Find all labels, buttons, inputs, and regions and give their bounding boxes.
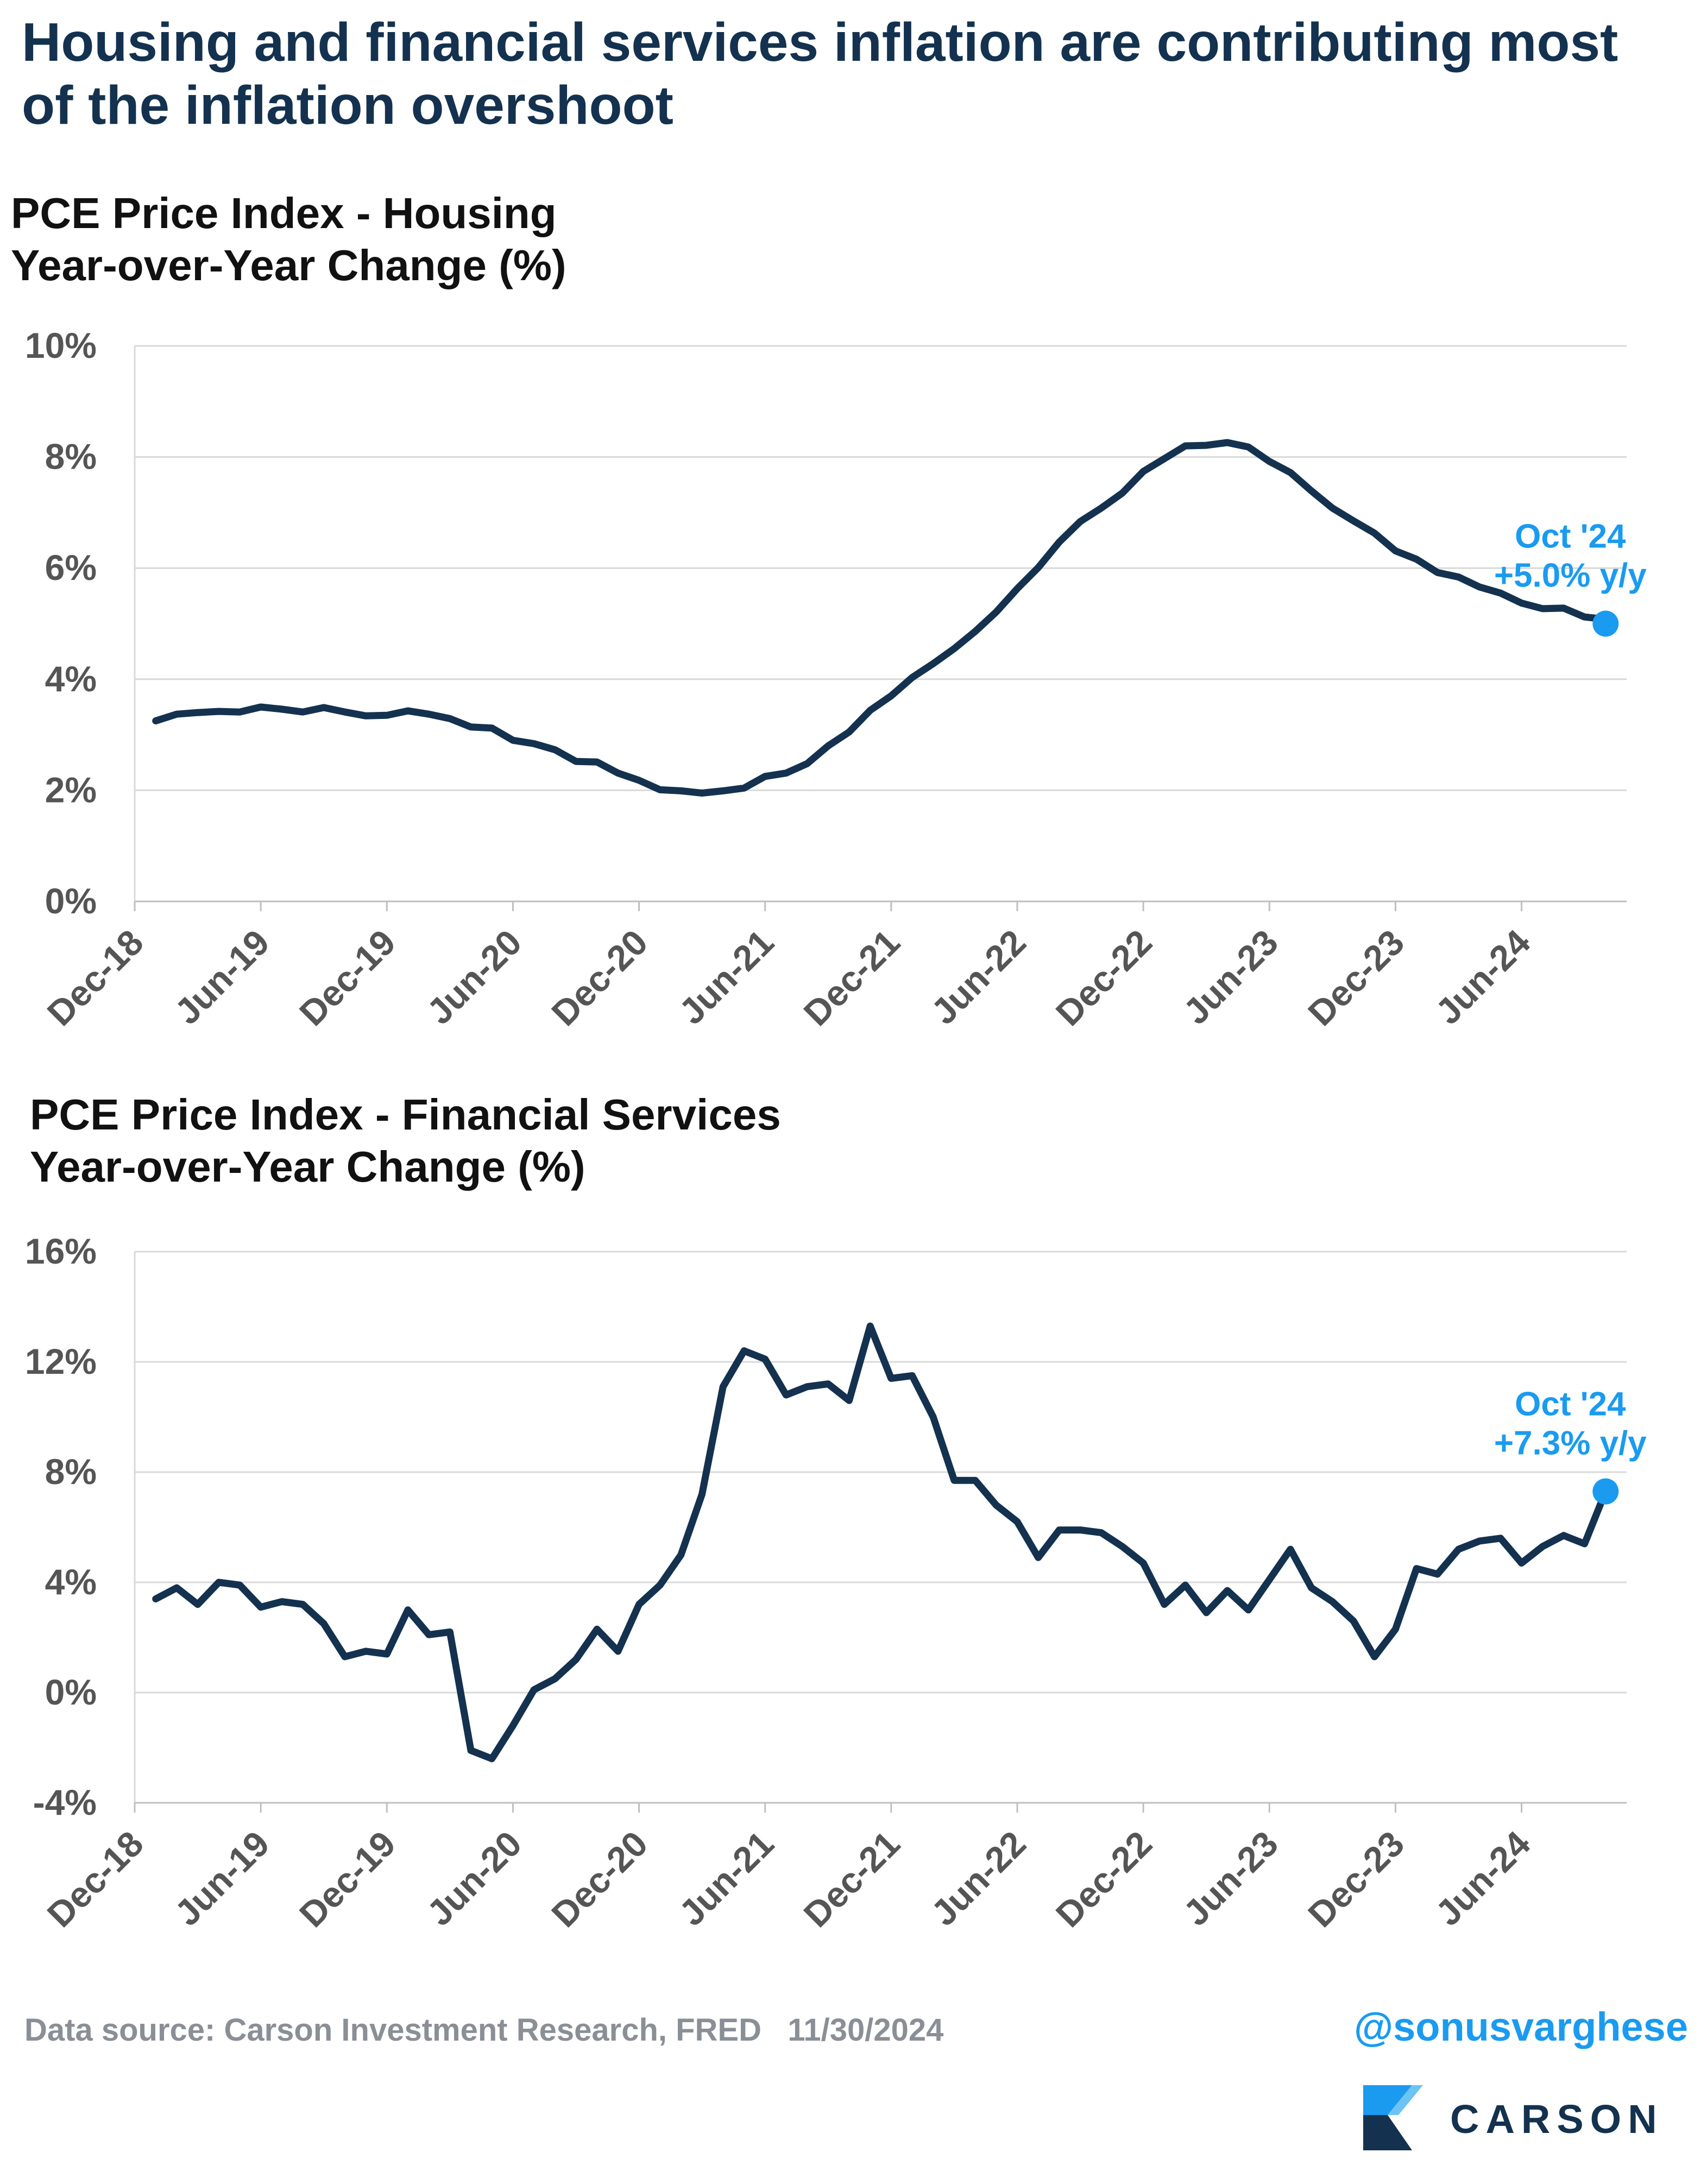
housing-x-tick-label: Jun-23 [1175,922,1286,1032]
financial-x-tick-label: Dec-20 [544,1823,655,1935]
housing-chart-plot: 0%2%4%6%8%10%Dec-18 Jun-19 Dec-19 Jun-20 Dec… [25,325,1647,1033]
financial-chart-title: PCE Price Index - Financial Services Yea… [30,1089,781,1193]
housing-x-tick-label: Jun-21 [671,922,782,1032]
financial-x-tick-label: Dec-18 [40,1823,151,1935]
carson-logo: CARSON [1358,2074,1695,2161]
housing-latest-point [1592,610,1619,637]
financial-x-tick-label: Jun-22 [923,1823,1034,1934]
housing-x-tick-label: Jun-20 [419,922,530,1032]
financial-services-chart: PCE Price Index - Financial Services Yea… [0,1089,1707,1974]
housing-y-tick-label: 2% [45,769,97,810]
financial-annotation-date: Oct '24 [1515,1386,1626,1423]
housing-chart-title: PCE Price Index - Housing Year-over-Year… [11,187,566,292]
financial-chart-title-line2: Year-over-Year Change (%) [30,1143,585,1191]
carson-logo-icon [1363,2085,1423,2150]
housing-x-tick-label: Jun-24 [1428,921,1538,1032]
financial-chart-title-line1: PCE Price Index - Financial Services [30,1090,781,1139]
data-source-note: Data source: Carson Investment Research,… [24,2012,944,2048]
financial-x-tick-label: Jun-21 [671,1823,782,1934]
housing-x-tick-label: Dec-19 [292,922,403,1033]
housing-x-tick-label: Dec-22 [1048,922,1160,1033]
housing-chart-title-line1: PCE Price Index - Housing [11,189,557,237]
financial-latest-point [1592,1478,1619,1505]
financial-chart-plot: -4%0%4%8%12%16%Dec-18 Jun-19 Dec-19 Jun-20 D… [25,1231,1647,1935]
housing-y-tick-label: 8% [45,437,97,477]
carson-logo-text: CARSON [1450,2097,1664,2142]
financial-x-tick-label: Dec-22 [1048,1823,1160,1935]
housing-annotation-date: Oct '24 [1515,518,1626,556]
financial-annotation-value: +7.3% y/y [1494,1425,1647,1462]
housing-y-tick-label: 0% [45,881,97,921]
financial-x-tick-label: Jun-19 [167,1823,277,1934]
financial-y-tick-label: 8% [45,1451,97,1492]
financial-y-tick-label: 0% [45,1672,97,1712]
financial-y-tick-label: 4% [45,1562,97,1602]
financial-y-tick-label: 12% [25,1341,97,1381]
housing-x-tick-label: Dec-20 [544,922,655,1033]
financial-x-tick-label: Dec-19 [292,1823,403,1935]
housing-x-tick-label: Jun-19 [167,922,277,1032]
financial-series-line [152,1322,1609,1763]
housing-chart-title-line2: Year-over-Year Change (%) [11,241,566,289]
financial-x-tick-label: Jun-23 [1175,1823,1286,1934]
housing-x-tick-label: Dec-18 [40,922,151,1033]
housing-x-tick-label: Dec-21 [796,922,907,1033]
housing-y-tick-label: 10% [25,325,97,365]
housing-y-tick-label: 6% [45,547,97,588]
housing-x-tick-label: Dec-23 [1300,922,1412,1033]
financial-x-tick-label: Jun-24 [1428,1823,1538,1933]
financial-y-tick-label: -4% [33,1782,97,1822]
housing-x-tick-label: Jun-22 [923,922,1034,1032]
author-handle: @sonusvarghese [1353,2004,1688,2049]
housing-chart: PCE Price Index - Housing Year-over-Year… [0,187,1707,1072]
housing-series-line [152,439,1609,797]
page-title: Housing and financial services inflation… [22,12,1618,136]
financial-x-tick-label: Dec-23 [1300,1823,1412,1935]
housing-y-tick-label: 4% [45,659,97,699]
financial-y-tick-label: 16% [25,1231,97,1271]
financial-x-tick-label: Jun-20 [419,1823,530,1934]
housing-annotation-value: +5.0% y/y [1494,557,1647,595]
financial-x-tick-label: Dec-21 [796,1823,907,1935]
